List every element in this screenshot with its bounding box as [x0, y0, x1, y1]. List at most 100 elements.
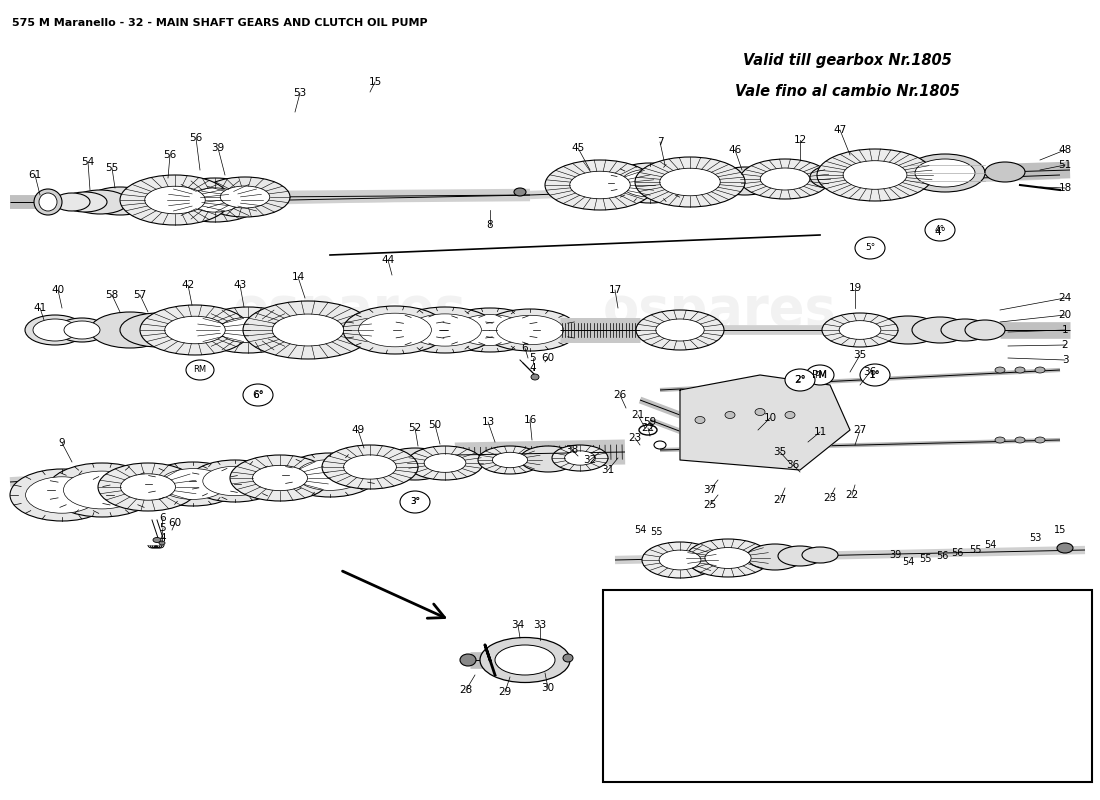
Ellipse shape: [408, 314, 482, 346]
Ellipse shape: [160, 469, 227, 499]
Ellipse shape: [63, 192, 107, 212]
Ellipse shape: [120, 175, 230, 225]
Ellipse shape: [253, 466, 308, 490]
Ellipse shape: [1035, 367, 1045, 373]
Ellipse shape: [220, 186, 270, 208]
Ellipse shape: [520, 446, 576, 472]
Ellipse shape: [843, 161, 906, 190]
Text: ospares: ospares: [233, 284, 466, 336]
Ellipse shape: [544, 160, 654, 210]
Text: 6: 6: [521, 343, 528, 353]
Ellipse shape: [478, 446, 542, 474]
Ellipse shape: [402, 492, 429, 512]
Ellipse shape: [343, 306, 447, 354]
Ellipse shape: [778, 546, 822, 566]
Text: 54: 54: [81, 157, 95, 167]
Text: 9: 9: [58, 438, 65, 448]
Text: 16: 16: [524, 415, 537, 425]
Ellipse shape: [196, 307, 300, 353]
Ellipse shape: [425, 454, 466, 472]
Text: 10: 10: [763, 413, 777, 423]
Text: 30: 30: [541, 683, 554, 693]
Text: 59: 59: [644, 417, 657, 427]
Text: 60: 60: [541, 353, 554, 363]
Ellipse shape: [90, 312, 170, 348]
Ellipse shape: [755, 409, 764, 415]
Text: 22: 22: [641, 423, 654, 433]
Text: 29: 29: [498, 687, 512, 697]
Ellipse shape: [88, 187, 152, 215]
Ellipse shape: [810, 165, 860, 189]
Ellipse shape: [121, 474, 176, 500]
Text: 57: 57: [133, 290, 146, 300]
Text: 4°: 4°: [935, 226, 945, 234]
Ellipse shape: [64, 321, 100, 339]
Ellipse shape: [482, 309, 578, 351]
Ellipse shape: [200, 177, 290, 217]
Ellipse shape: [455, 314, 525, 346]
Text: 4°: 4°: [934, 227, 946, 237]
Text: 36: 36: [786, 460, 800, 470]
Text: 49: 49: [351, 425, 364, 435]
Text: 22: 22: [846, 490, 859, 500]
Ellipse shape: [965, 320, 1005, 340]
Ellipse shape: [34, 189, 62, 215]
Ellipse shape: [925, 219, 955, 241]
Ellipse shape: [188, 188, 241, 212]
Text: 32: 32: [583, 455, 596, 465]
Ellipse shape: [1015, 367, 1025, 373]
Ellipse shape: [495, 645, 556, 675]
Text: 34: 34: [512, 620, 525, 630]
Ellipse shape: [322, 445, 418, 489]
Text: Valid till gearbox Nr.1805: Valid till gearbox Nr.1805: [742, 53, 952, 67]
Ellipse shape: [145, 186, 206, 214]
Ellipse shape: [400, 491, 430, 513]
Text: PM: PM: [814, 370, 826, 379]
Text: 53: 53: [294, 88, 307, 98]
Ellipse shape: [715, 167, 775, 195]
Text: 46: 46: [728, 145, 741, 155]
Ellipse shape: [393, 307, 497, 353]
Text: 33: 33: [534, 620, 547, 630]
Text: 4: 4: [530, 363, 537, 373]
Ellipse shape: [153, 538, 161, 542]
Ellipse shape: [219, 318, 276, 342]
Ellipse shape: [785, 411, 795, 418]
Text: 54: 54: [902, 557, 914, 567]
Text: 52: 52: [408, 423, 421, 433]
Ellipse shape: [642, 542, 718, 578]
Ellipse shape: [1035, 437, 1045, 443]
Text: 1: 1: [1062, 325, 1068, 335]
Ellipse shape: [145, 462, 241, 506]
Text: 53: 53: [1028, 533, 1042, 543]
Ellipse shape: [186, 360, 214, 380]
Text: 54: 54: [634, 525, 646, 535]
Text: 56: 56: [936, 551, 948, 561]
Ellipse shape: [514, 188, 526, 196]
Ellipse shape: [747, 544, 803, 570]
Text: 48: 48: [1058, 145, 1071, 155]
Ellipse shape: [343, 455, 396, 479]
Ellipse shape: [860, 364, 890, 386]
Ellipse shape: [915, 159, 975, 187]
Ellipse shape: [656, 319, 704, 341]
Ellipse shape: [39, 193, 57, 211]
Text: PM: PM: [813, 370, 827, 380]
Ellipse shape: [167, 178, 263, 222]
Ellipse shape: [243, 384, 273, 406]
Text: ospares: ospares: [603, 284, 837, 336]
Ellipse shape: [839, 321, 881, 339]
Bar: [603, 590, 1092, 782]
Text: 20: 20: [1058, 310, 1071, 320]
Ellipse shape: [72, 190, 128, 214]
Ellipse shape: [996, 367, 1005, 373]
Text: 2°: 2°: [794, 375, 806, 385]
Ellipse shape: [407, 446, 483, 480]
Ellipse shape: [802, 547, 838, 563]
Text: 3: 3: [1062, 355, 1068, 365]
Text: 43: 43: [233, 280, 246, 290]
Ellipse shape: [806, 365, 834, 385]
Ellipse shape: [230, 455, 330, 501]
Text: 17: 17: [608, 285, 622, 295]
Ellipse shape: [165, 316, 226, 344]
